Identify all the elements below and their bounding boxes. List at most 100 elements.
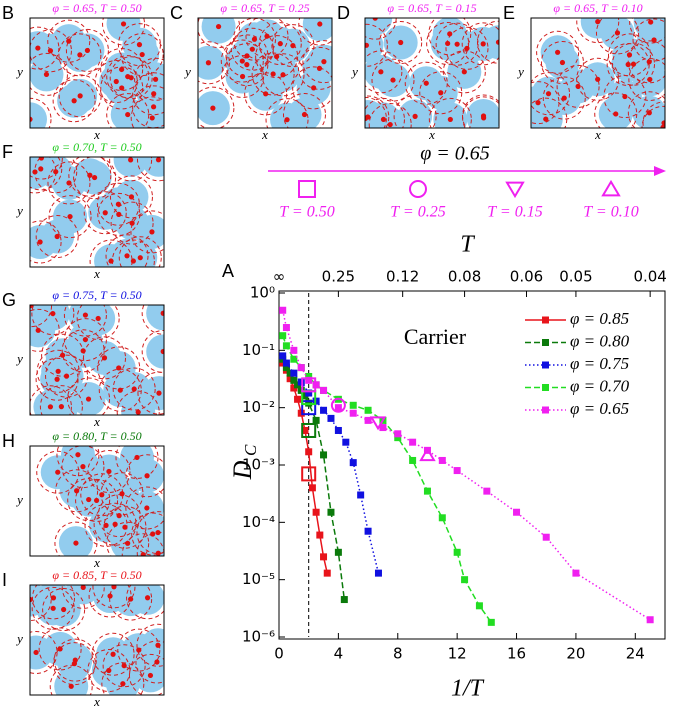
arrow-label: φ = 0.65 [420,143,490,165]
series-line [282,355,380,574]
particle [146,305,164,331]
carrier-range [30,220,62,264]
carrier [595,76,601,82]
x-tick-label: 20 [566,645,585,663]
carrier-range [30,585,52,621]
data-point [394,434,402,442]
legend-marker [542,316,549,324]
y-tick-label: 10⁻⁵ [242,570,275,588]
carrier-range [261,53,305,97]
carrier-range [36,349,80,393]
panel-letter: B [2,3,14,23]
carrier-range [428,18,472,56]
carrier-range [627,40,665,84]
data-point [290,376,298,384]
carrier [129,220,135,226]
carrier-range [76,305,120,340]
legend-label: φ = 0.65 [570,399,629,418]
carrier [155,550,161,556]
carrier-range [109,56,153,100]
carrier [47,404,54,410]
data-point [327,508,335,516]
carrier [119,85,125,91]
carrier [461,69,467,75]
carrier [82,336,88,343]
y-tick-label: 10⁰ [250,284,275,302]
carrier-range [641,105,665,128]
carrier-range [61,585,105,609]
data-point [305,376,313,384]
data-point [290,369,298,377]
carrier-range [38,627,82,671]
data-point [334,404,342,412]
carrier [274,53,280,60]
carrier [264,33,270,39]
carrier [140,552,146,556]
highlight-marker [301,466,317,482]
data-point [320,553,328,561]
carrier [59,352,66,358]
carrier [131,386,137,392]
panel-title: φ = 0.70, T = 0.50 [52,140,141,154]
carrier [651,37,657,43]
panel-title: φ = 0.65, T = 0.10 [553,1,642,15]
snapshot [30,18,164,128]
carrier-range [87,449,131,493]
data-point [349,459,357,467]
carrier-range [91,632,135,676]
carrier [160,348,164,355]
carrier [30,305,34,309]
y-tick-label: 10⁻⁶ [242,628,275,646]
carrier [317,21,323,27]
carrier-range [258,22,302,66]
snapshot [36,446,164,556]
carrier [55,469,61,475]
carrier-range [87,649,131,693]
carrier [613,111,619,117]
data-point [290,384,298,392]
panel-ylabel: y [15,64,23,79]
carrier [480,41,486,47]
carrier [32,169,38,175]
carrier [58,404,64,410]
data-point [286,369,294,377]
particle [30,102,48,128]
carrier-range [102,644,146,688]
carrier-range [31,305,75,336]
data-point [513,508,521,516]
carrier [110,651,116,657]
y-axis-label-sub: C [241,444,260,456]
carrier-range [118,236,162,267]
carrier [50,310,56,317]
carrier-range [106,93,150,128]
carrier [116,513,122,519]
particle [365,18,393,36]
carrier-range [75,478,119,522]
x-tick-label: 16 [507,645,526,663]
carrier-range [271,24,315,68]
carrier-range [68,157,112,197]
carrier-range [31,585,75,620]
data-point [394,430,402,438]
carrier [447,116,453,123]
carrier [66,38,72,44]
data-point [340,596,348,604]
x-tick-label: 4 [334,645,344,663]
panel-title: φ = 0.80, T = 0.50 [52,429,141,443]
carrier-range [126,585,164,620]
panel-ylabel: y [15,351,23,366]
top-tick-label: ∞ [273,268,286,286]
carrier-range [58,33,102,77]
data-point [364,416,372,424]
data-point [453,467,461,475]
panel-frame [364,17,500,129]
carrier [73,540,79,546]
carrier-range [629,18,665,44]
carrier-range [55,469,99,513]
carrier [284,117,290,123]
panel-title: φ = 0.75, T = 0.50 [52,288,141,302]
carrier-range [606,43,650,87]
x-tick-label: 8 [393,645,403,663]
carrier [106,667,112,674]
particle [373,107,408,128]
